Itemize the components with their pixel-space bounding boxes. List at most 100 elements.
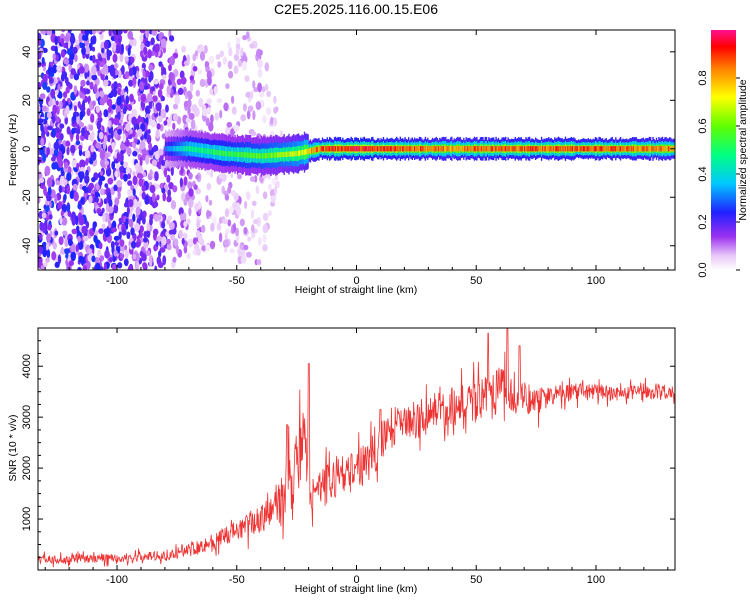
noise-cell <box>166 118 172 127</box>
noise-cell <box>66 185 71 195</box>
ridge-cell <box>664 146 666 152</box>
noise-cell <box>131 128 136 138</box>
ridge-cell <box>658 146 660 152</box>
noise-cell <box>121 229 127 236</box>
ridge-cell <box>229 151 231 157</box>
noise-cell <box>230 128 235 137</box>
noise-cell <box>210 222 215 232</box>
noise-cell <box>170 234 175 241</box>
noise-cell <box>237 174 242 180</box>
noise-cell <box>64 248 70 255</box>
ridge-cell <box>168 146 170 152</box>
noise-cell <box>124 71 130 79</box>
noise-cell <box>155 183 160 190</box>
ridge-cell <box>554 146 556 152</box>
noise-cell <box>255 101 262 111</box>
noise-cell <box>54 261 60 268</box>
noise-cell <box>242 35 248 41</box>
ridge-cell <box>370 146 373 152</box>
ridge-cell <box>522 146 525 152</box>
noise-cell <box>255 185 260 194</box>
noise-cell <box>78 66 85 74</box>
ridge-cell <box>306 149 308 155</box>
noise-cell <box>265 107 272 116</box>
noise-cell <box>96 120 102 130</box>
ridge-cell <box>271 152 273 158</box>
ridge-cell <box>615 146 617 152</box>
noise-cell <box>42 248 47 258</box>
ridge-cell <box>654 146 656 152</box>
noise-cell <box>120 143 126 151</box>
noise-cell <box>172 122 176 130</box>
ridge-cell <box>592 146 594 152</box>
noise-cell <box>161 236 167 246</box>
noise-cell <box>157 89 163 98</box>
noise-cell <box>124 244 128 251</box>
ridge-cell <box>267 152 270 159</box>
noise-cell <box>60 170 65 176</box>
noise-cell <box>172 103 179 110</box>
noise-cell <box>117 87 122 96</box>
noise-cell <box>139 34 144 43</box>
noise-cell <box>158 148 164 156</box>
noise-cell <box>156 123 161 130</box>
noise-cell <box>113 203 119 214</box>
noise-cell <box>195 89 200 97</box>
noise-cell <box>63 193 67 201</box>
noise-cell <box>207 76 212 86</box>
ridge-cell <box>418 146 421 152</box>
ridge-cell <box>387 146 389 152</box>
noise-cell <box>187 198 194 208</box>
noise-cell <box>187 238 194 248</box>
ridge-cell <box>193 146 196 153</box>
ridge-cell <box>460 146 463 152</box>
ridge-cell <box>245 152 247 158</box>
ridge-cell <box>440 146 442 152</box>
ridge-cell <box>233 151 235 157</box>
noise-cell <box>91 46 96 52</box>
noise-cell <box>180 76 187 85</box>
ridge-cell <box>499 146 501 152</box>
noise-cell <box>69 58 74 66</box>
ridge-cell <box>623 146 625 152</box>
noise-cell <box>162 191 166 202</box>
ridge-cell <box>384 146 386 152</box>
noise-cell <box>45 242 50 251</box>
noise-cell <box>40 137 45 147</box>
noise-cell <box>219 50 224 58</box>
ridge-cell <box>667 146 670 152</box>
noise-cell <box>141 185 146 192</box>
ridge-cell <box>187 146 190 152</box>
ridge-cell <box>546 146 549 152</box>
ridge-cell <box>483 146 485 152</box>
ridge-cell <box>217 150 219 156</box>
ridge-cell <box>420 146 422 152</box>
noise-cell <box>114 197 120 206</box>
noise-cell <box>168 72 174 81</box>
noise-cell <box>246 109 251 120</box>
noise-cell <box>125 95 130 105</box>
noise-cell <box>84 46 91 55</box>
noise-cell <box>111 161 116 170</box>
noise-cell <box>163 167 168 178</box>
snr-ticks: -100 -50 0 50 100 1000 2000 3000 4000 <box>21 327 675 586</box>
noise-cell <box>216 98 223 104</box>
noise-cell <box>169 55 176 66</box>
noise-cell <box>103 40 109 50</box>
snr-series-line <box>38 328 675 568</box>
noise-cell <box>231 106 237 115</box>
ridge-cell <box>258 153 260 159</box>
ridge-cell <box>479 146 482 152</box>
ridge-cell <box>239 151 241 158</box>
noise-cell <box>58 150 63 158</box>
noise-cell <box>177 87 184 95</box>
noise-cell <box>155 129 160 139</box>
noise-cell <box>201 245 207 252</box>
noise-cell <box>114 170 119 178</box>
noise-cell <box>232 201 238 210</box>
noise-cell <box>154 171 159 182</box>
ridge-cell <box>249 152 252 158</box>
noise-cell <box>103 198 108 205</box>
noise-cell <box>142 216 146 225</box>
noise-cell <box>64 35 70 43</box>
